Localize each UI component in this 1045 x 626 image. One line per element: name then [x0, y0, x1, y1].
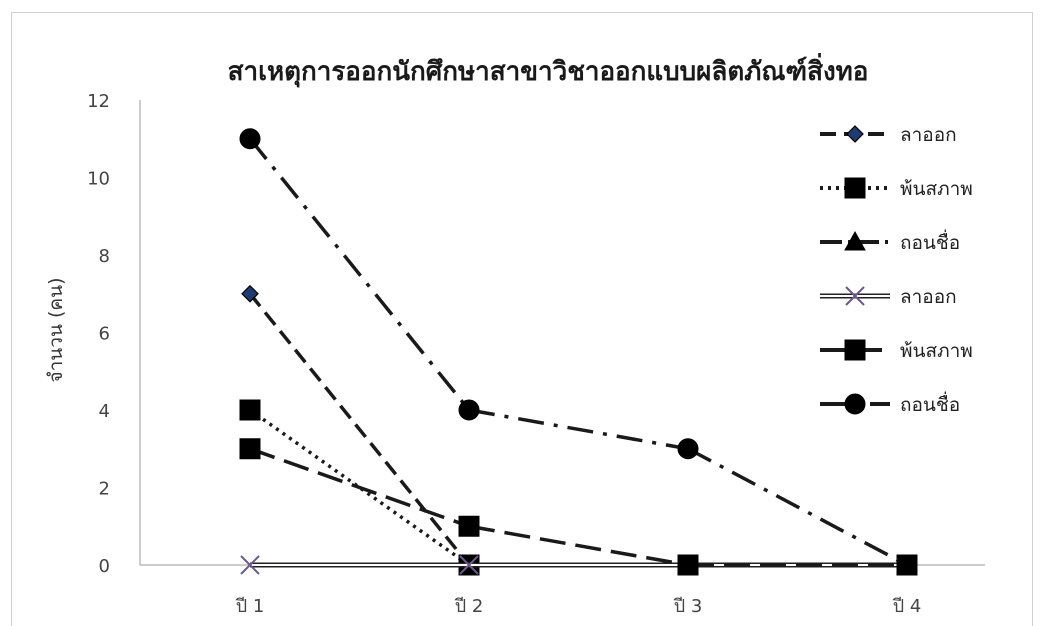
data-point	[677, 554, 699, 576]
x-tick-label: ปี 2	[454, 596, 483, 617]
data-point	[240, 555, 260, 575]
data-point	[459, 555, 479, 575]
series-line	[248, 292, 471, 567]
chart-frame	[11, 12, 1033, 626]
x-tick-label: ปี 1	[235, 596, 264, 617]
legend-marker	[846, 125, 864, 143]
legend-marker	[844, 177, 866, 199]
x-tick-label: ปี 4	[892, 596, 921, 617]
legend-label: ลาออก	[900, 124, 957, 146]
x-tick-label: ปี 3	[673, 596, 702, 617]
series-line	[687, 447, 908, 567]
legend-marker	[845, 286, 865, 306]
legend-label: ถอนชื่อ	[900, 229, 960, 254]
y-tick-label: 0	[99, 556, 110, 577]
legend-marker	[844, 393, 866, 415]
y-tick-label: 2	[99, 479, 110, 500]
data-point	[458, 515, 480, 537]
legend-item: พ้นสภาพ	[820, 339, 973, 362]
series-line	[468, 524, 689, 567]
data-point	[458, 399, 480, 421]
data-point	[239, 399, 261, 421]
y-tick-label: 10	[87, 169, 110, 190]
data-point	[239, 438, 261, 460]
legend-label: ลาออก	[900, 286, 957, 308]
data-point	[677, 438, 699, 460]
data-point	[239, 128, 261, 150]
data-point	[241, 284, 259, 303]
y-axis-label: จำนวน (คน)	[45, 277, 67, 382]
series-5	[239, 438, 918, 576]
series-line	[468, 408, 689, 451]
series-line	[248, 137, 471, 412]
y-tick-label: 4	[99, 401, 110, 422]
legend-item: ลาออก	[820, 286, 957, 308]
legend-item: พ้นสภาพ	[820, 177, 973, 200]
legend-marker	[844, 230, 866, 251]
legend-item: ถอนชื่อ	[820, 391, 960, 416]
legend-label: พ้นสภาพ	[900, 178, 973, 200]
legend-item: ลาออก	[820, 124, 957, 146]
chart-title: สาเหตุการออกนักศึกษาสาขาวิชาออกแบบผลิตภั…	[228, 52, 869, 88]
legend-label: พ้นสภาพ	[900, 340, 973, 362]
series-line	[249, 447, 470, 528]
y-tick-label: 12	[87, 91, 110, 112]
legend-marker	[844, 339, 866, 361]
y-tick-label: 8	[99, 246, 110, 267]
series-layer	[239, 128, 918, 576]
y-tick-label: 6	[99, 324, 110, 345]
data-point	[896, 554, 918, 576]
legend-item: ถอนชื่อ	[820, 229, 960, 254]
legend-label: ถอนชื่อ	[900, 391, 960, 416]
series-6	[239, 128, 918, 576]
